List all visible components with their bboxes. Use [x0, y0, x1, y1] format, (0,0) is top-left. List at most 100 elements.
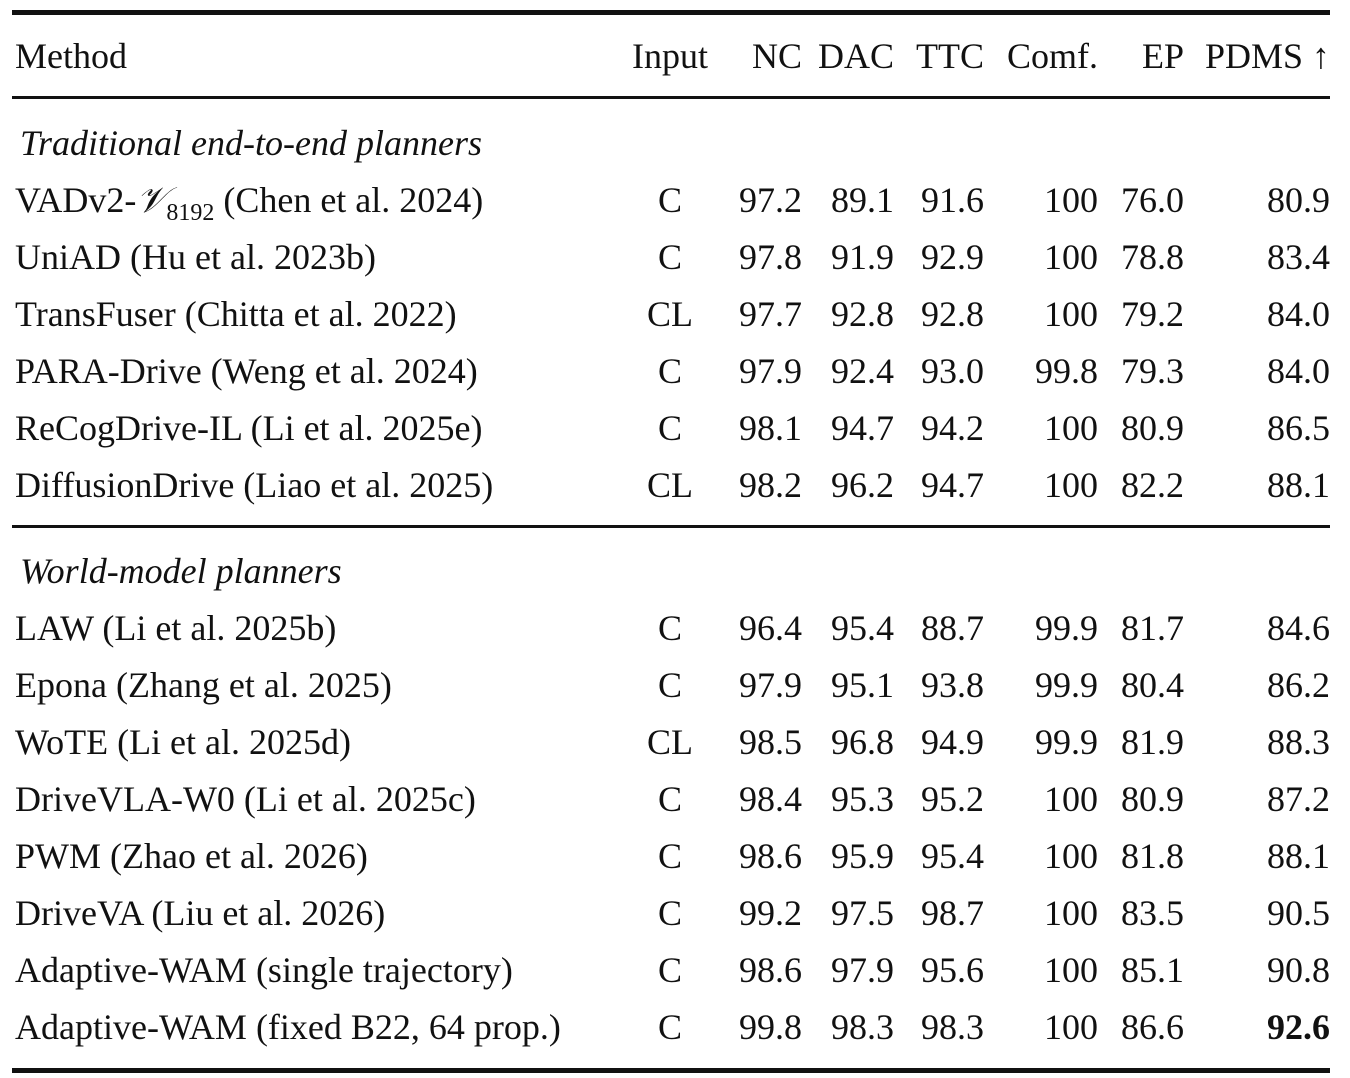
- header-input: Input: [632, 36, 708, 76]
- method-cell: VADv2-𝒱8192 (Chen et al. 2024): [15, 172, 483, 229]
- input-cell: C: [657, 608, 682, 648]
- input-cell: C: [657, 237, 682, 277]
- ttc-cell: 95.4: [921, 836, 984, 876]
- method-cell: LAW (Li et al. 2025b): [15, 608, 337, 648]
- nc-cell: 99.2: [739, 893, 802, 933]
- ep-cell: 86.6: [1121, 1007, 1184, 1047]
- comf-cell: 99.8: [1035, 351, 1098, 391]
- table-row: Adaptive-WAM (single trajectory) C 98.6 …: [12, 942, 1330, 999]
- nc-cell: 97.9: [739, 665, 802, 705]
- dac-cell: 96.2: [831, 465, 894, 505]
- ep-cell: 80.9: [1121, 779, 1184, 819]
- method-cell: Epona (Zhang et al. 2025): [15, 665, 392, 705]
- header-method: Method: [15, 36, 127, 76]
- pdms-cell: 88.3: [1267, 722, 1330, 762]
- input-cell: C: [657, 665, 682, 705]
- pdms-cell: 84.0: [1267, 294, 1330, 334]
- input-cell: C: [657, 893, 682, 933]
- comf-cell: 99.9: [1035, 608, 1098, 648]
- pdms-cell: 83.4: [1267, 237, 1330, 277]
- table-row: DriveVA (Liu et al. 2026) C 99.2 97.5 98…: [12, 885, 1330, 942]
- pdms-cell: 88.1: [1267, 465, 1330, 505]
- method-cell: Adaptive-WAM (single trajectory): [15, 950, 513, 990]
- input-cell: C: [657, 351, 682, 391]
- ttc-cell: 93.8: [921, 665, 984, 705]
- input-cell: C: [657, 1007, 682, 1047]
- header-pdms: PDMS ↑: [1204, 36, 1330, 76]
- table-row: TransFuser (Chitta et al. 2022) CL 97.7 …: [12, 286, 1330, 343]
- dac-cell: 95.1: [831, 665, 894, 705]
- dac-cell: 97.5: [831, 893, 894, 933]
- ttc-cell: 88.7: [921, 608, 984, 648]
- ep-cell: 80.4: [1121, 665, 1184, 705]
- ep-cell: 78.8: [1121, 237, 1184, 277]
- pdms-cell: 84.0: [1267, 351, 1330, 391]
- comf-cell: 100: [1044, 836, 1098, 876]
- input-cell: CL: [646, 294, 693, 334]
- pdms-cell: 90.5: [1267, 893, 1330, 933]
- pdms-cell: 90.8: [1267, 950, 1330, 990]
- ep-cell: 83.5: [1121, 893, 1184, 933]
- ttc-cell: 98.7: [921, 893, 984, 933]
- table-row: LAW (Li et al. 2025b) C 96.4 95.4 88.7 9…: [12, 600, 1330, 657]
- ep-cell: 81.7: [1121, 608, 1184, 648]
- dac-cell: 97.9: [831, 950, 894, 990]
- ttc-cell: 95.2: [921, 779, 984, 819]
- method-cell: TransFuser (Chitta et al. 2022): [15, 294, 457, 334]
- method-prefix: VADv2-: [15, 180, 137, 220]
- method-suffix: (Chen et al. 2024): [214, 180, 484, 220]
- section-title-row: Traditional end-to-end planners: [12, 115, 1330, 172]
- nc-cell: 97.9: [739, 351, 802, 391]
- pdms-cell: 86.5: [1267, 408, 1330, 448]
- header-nc: NC: [751, 36, 802, 76]
- dac-cell: 95.3: [831, 779, 894, 819]
- ttc-cell: 92.9: [921, 237, 984, 277]
- bottom-rule: [12, 1068, 1330, 1073]
- input-cell: C: [657, 408, 682, 448]
- table-row: Epona (Zhang et al. 2025) C 97.9 95.1 93…: [12, 657, 1330, 714]
- ttc-cell: 94.2: [921, 408, 984, 448]
- dac-cell: 91.9: [831, 237, 894, 277]
- nc-cell: 96.4: [739, 608, 802, 648]
- ttc-cell: 93.0: [921, 351, 984, 391]
- ep-cell: 81.9: [1121, 722, 1184, 762]
- comf-cell: 100: [1044, 465, 1098, 505]
- header-row: Method Input NC DAC TTC Comf. EP PDMS ↑: [12, 28, 1330, 85]
- ep-cell: 81.8: [1121, 836, 1184, 876]
- dac-cell: 92.8: [831, 294, 894, 334]
- ttc-cell: 94.7: [921, 465, 984, 505]
- dac-cell: 98.3: [831, 1007, 894, 1047]
- comf-cell: 99.9: [1035, 722, 1098, 762]
- method-cell: DriveVA (Liu et al. 2026): [15, 893, 386, 933]
- input-cell: C: [657, 180, 682, 220]
- section-title: Traditional end-to-end planners: [20, 123, 482, 163]
- ep-cell: 76.0: [1121, 180, 1184, 220]
- comf-cell: 100: [1044, 779, 1098, 819]
- header-comf: Comf.: [1006, 36, 1098, 76]
- method-cell: UniAD (Hu et al. 2023b): [15, 237, 376, 277]
- nc-cell: 98.2: [739, 465, 802, 505]
- comf-cell: 99.9: [1035, 665, 1098, 705]
- section-title-row: World-model planners: [12, 543, 1330, 600]
- method-script-v: 𝒱: [136, 180, 167, 221]
- pdms-cell: 88.1: [1267, 836, 1330, 876]
- ep-cell: 80.9: [1121, 408, 1184, 448]
- table-row: WoTE (Li et al. 2025d) CL 98.5 96.8 94.9…: [12, 714, 1330, 771]
- ttc-cell: 92.8: [921, 294, 984, 334]
- pdms-cell: 86.2: [1267, 665, 1330, 705]
- dac-cell: 96.8: [831, 722, 894, 762]
- method-cell: ReCogDrive-IL (Li et al. 2025e): [15, 408, 483, 448]
- ep-cell: 85.1: [1121, 950, 1184, 990]
- method-cell: DiffusionDrive (Liao et al. 2025): [15, 465, 494, 505]
- top-rule: [12, 10, 1330, 15]
- method-cell: Adaptive-WAM (fixed B22, 64 prop.): [15, 1007, 561, 1047]
- nc-cell: 98.1: [739, 408, 802, 448]
- pdms-cell: 80.9: [1267, 180, 1330, 220]
- header-rule: [12, 96, 1330, 99]
- table-row: PWM (Zhao et al. 2026) C 98.6 95.9 95.4 …: [12, 828, 1330, 885]
- comf-cell: 100: [1044, 180, 1098, 220]
- comf-cell: 100: [1044, 893, 1098, 933]
- comf-cell: 100: [1044, 1007, 1098, 1047]
- section-rule: [12, 525, 1330, 528]
- method-cell: PWM (Zhao et al. 2026): [15, 836, 368, 876]
